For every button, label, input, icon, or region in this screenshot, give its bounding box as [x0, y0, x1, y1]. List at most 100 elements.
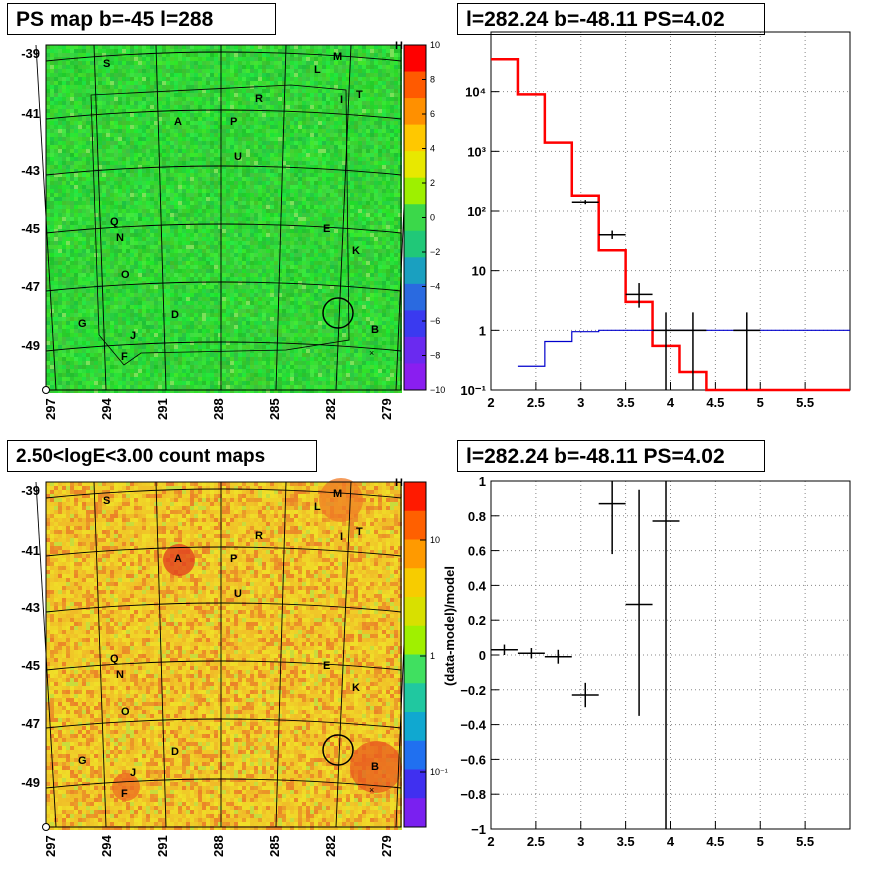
source-label-B: B [371, 761, 379, 773]
longitude-line [93, 481, 107, 828]
colorbar-band [404, 539, 426, 569]
latitude-line [45, 51, 402, 62]
cnt-colorbar: 10 1 10⁻¹ [403, 481, 448, 828]
map-y-tick: -49 [21, 775, 40, 790]
source-label-G: G [78, 755, 87, 767]
colorbar-tick-label: −4 [430, 282, 440, 292]
latitude-line [45, 223, 402, 234]
colorbar-band [404, 98, 426, 126]
source-label-J: J [130, 330, 136, 342]
roi-boundary [90, 84, 350, 366]
y-tick-label: 10⁻¹ [460, 383, 486, 398]
source-label-S: S [103, 58, 110, 70]
map-y-tick: -39 [21, 483, 40, 498]
colorbar-band [404, 683, 426, 713]
colorbar-tick-label: 1 [430, 651, 435, 661]
bright-source-blob [163, 544, 195, 576]
colorbar-band [404, 363, 426, 391]
y-tick-label: 10⁴ [465, 85, 486, 100]
target-circle [322, 734, 354, 766]
colorbar-band [404, 124, 426, 152]
longitude-line [335, 44, 352, 391]
source-label-M: M [333, 51, 342, 63]
longitude-line [155, 481, 167, 828]
colorbar-band [404, 769, 426, 799]
map-y-tick: -43 [21, 163, 40, 178]
x-tick-label: 5.5 [796, 834, 814, 849]
count-map-title: 2.50<logE<3.00 count maps [7, 440, 317, 472]
source-label-O: O [121, 706, 130, 718]
latitude-line [45, 718, 402, 729]
map-x-tick: 279 [379, 398, 394, 420]
colorbar-band [404, 283, 426, 311]
map-x-tick: 288 [211, 398, 226, 420]
x-tick-label: 4 [667, 395, 675, 410]
source-label-B: B [371, 324, 379, 336]
map-x-tick: 288 [211, 835, 226, 857]
longitude-line [275, 44, 287, 391]
y-tick-label: 10 [472, 264, 486, 279]
latitude-line [45, 109, 402, 120]
longitude-line [155, 44, 167, 391]
colorbar-band [404, 482, 426, 512]
ps-map: S ML T R I A P U QN O E K D G JF B × H -39 -41 -43 -45 -47 -49 2… [21, 40, 412, 420]
y-tick-label: 0.4 [468, 578, 487, 593]
map-y-tick: -45 [21, 658, 40, 673]
source-label-Q: Q [110, 653, 119, 665]
x-tick-label: 4.5 [706, 834, 724, 849]
map-x-tick: 282 [323, 835, 338, 857]
y-tick-label: −0.8 [460, 787, 486, 802]
target-circle [322, 297, 354, 329]
source-label-I: I [340, 94, 343, 106]
map-x-tick: 285 [267, 835, 282, 857]
source-label-K: K [352, 682, 360, 694]
y-tick-label: 0.6 [468, 544, 486, 559]
plot-frame [490, 31, 851, 391]
x-tick-label: 2.5 [527, 834, 545, 849]
y-tick-label: 10³ [467, 144, 486, 159]
colorbar-tick-label: 2 [430, 178, 435, 188]
bright-source-blob [112, 773, 140, 801]
colorbar-tick-label: 4 [430, 144, 435, 154]
source-label-G: G [78, 318, 87, 330]
colorbar-tick-label: −8 [430, 351, 440, 361]
y-axis-label: (data-model)/model [442, 566, 457, 686]
source-label-T: T [356, 89, 363, 101]
x-tick-label: 4.5 [706, 395, 724, 410]
y-tick-label: 1 [479, 323, 486, 338]
colorbar-tick-label: −2 [430, 247, 440, 257]
y-tick-label: 1 [479, 474, 486, 489]
map-y-tick: -41 [21, 543, 40, 558]
source-label-L: L [314, 64, 321, 76]
source-label-E: E [323, 223, 330, 235]
source-label-F: F [121, 788, 128, 800]
latitude-line [45, 488, 402, 499]
residual-plot: 2 2.5 3 3.5 4 4.5 5 5.5 −1 −0.8 −0.6 −0.4 −0.2 0 0.2 0.… [442, 474, 851, 849]
map-y-tick: -49 [21, 338, 40, 353]
source-label-N: N [116, 232, 124, 244]
colorbar-band [404, 204, 426, 232]
cnt-map: S ML T R I A P U QN O E K D G JF B × H -39 -41 -43 -45 -47 -49 2… [21, 477, 412, 857]
map-x-tick: 294 [99, 835, 114, 857]
x-tick-label: 2 [487, 395, 494, 410]
source-label-A: A [174, 553, 182, 565]
latitude-line [45, 660, 402, 671]
x-tick-label: 2 [487, 834, 494, 849]
source-label-T: T [356, 526, 363, 538]
source-label-L: L [314, 501, 321, 513]
source-label-M: M [333, 488, 342, 500]
colorbar-tick-label: 10 [430, 535, 440, 545]
ps-map-title: PS map b=-45 l=288 [7, 3, 276, 35]
map-x-tick: 291 [155, 398, 170, 420]
x-tick-label: 3.5 [617, 834, 635, 849]
corner-label: H [395, 477, 403, 489]
colorbar-tick-label: 10 [430, 40, 440, 50]
colorbar-band [404, 45, 426, 73]
source-label-D: D [171, 309, 179, 321]
colorbar-band [404, 310, 426, 338]
colorbar-band [404, 625, 426, 655]
source-label-R: R [255, 530, 263, 542]
colorbar-band [404, 712, 426, 742]
latitude-line [45, 281, 402, 292]
origin-marker [42, 386, 50, 394]
